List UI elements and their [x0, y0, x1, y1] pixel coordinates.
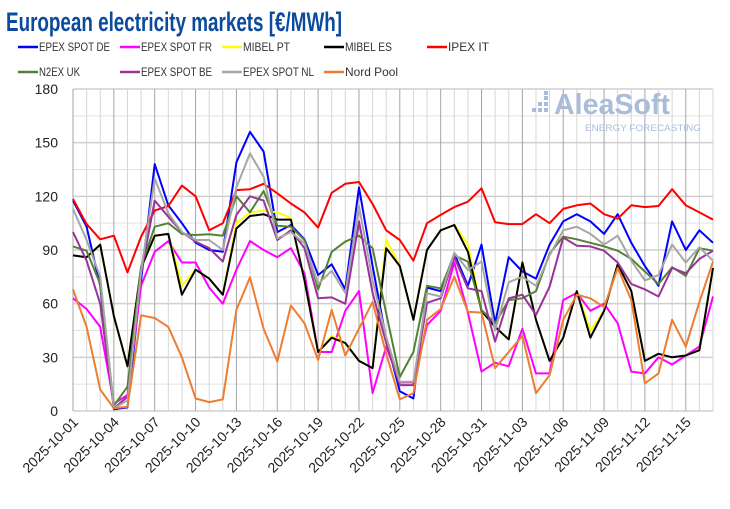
- logo-dots-icon: [532, 91, 548, 112]
- logo-dot: [532, 108, 536, 112]
- y-tick-label: 30: [42, 349, 58, 365]
- series-lines: [72, 130, 714, 411]
- legend-label: EPEX SPOT DE: [39, 40, 110, 54]
- legend-label: N2EX UK: [39, 65, 80, 79]
- legend-label: EPEX SPOT NL: [243, 65, 314, 79]
- legend-label: IPEX IT: [448, 40, 490, 54]
- logo-dot: [544, 96, 548, 100]
- legend-label: EPEX SPOT FR: [141, 40, 212, 54]
- series-line-ipex-it: [72, 181, 714, 274]
- series-line-n2ex-uk: [72, 190, 714, 407]
- x-axis: 2025-10-012025-10-042025-10-072025-10-10…: [19, 414, 694, 476]
- logo-tagline: ENERGY FORECASTING: [585, 123, 701, 133]
- logo-dot: [538, 102, 542, 106]
- logo-name: AleaSoft: [554, 89, 670, 121]
- chart-title: European electricity markets [€/MWh]: [6, 7, 342, 37]
- series-line-epex-spot-nl: [72, 152, 714, 410]
- y-tick-label: 180: [35, 81, 59, 97]
- logo-dot: [544, 102, 548, 106]
- y-tick-label: 120: [35, 188, 59, 204]
- legend-label: MIBEL PT: [243, 40, 291, 54]
- aleasoft-logo: AleaSoft ENERGY FORECASTING: [532, 89, 701, 133]
- y-tick-label: 0: [50, 403, 58, 419]
- y-tick-label: 150: [35, 135, 59, 151]
- legend: EPEX SPOT DE EPEX SPOT FR MIBEL PT MIBEL ES…: [18, 40, 490, 79]
- y-tick-label: 90: [42, 242, 58, 258]
- legend-label: MIBEL ES: [345, 40, 392, 54]
- logo-dot: [544, 91, 548, 95]
- y-tick-label: 60: [42, 296, 58, 312]
- series-line-nord-pool: [72, 261, 714, 410]
- legend-label: EPEX SPOT BE: [141, 65, 212, 79]
- y-axis: 0 30 60 90 120 150 180: [35, 81, 59, 419]
- legend-label: Nord Pool: [345, 65, 398, 79]
- logo-dot: [538, 108, 542, 112]
- logo-dot: [544, 108, 548, 112]
